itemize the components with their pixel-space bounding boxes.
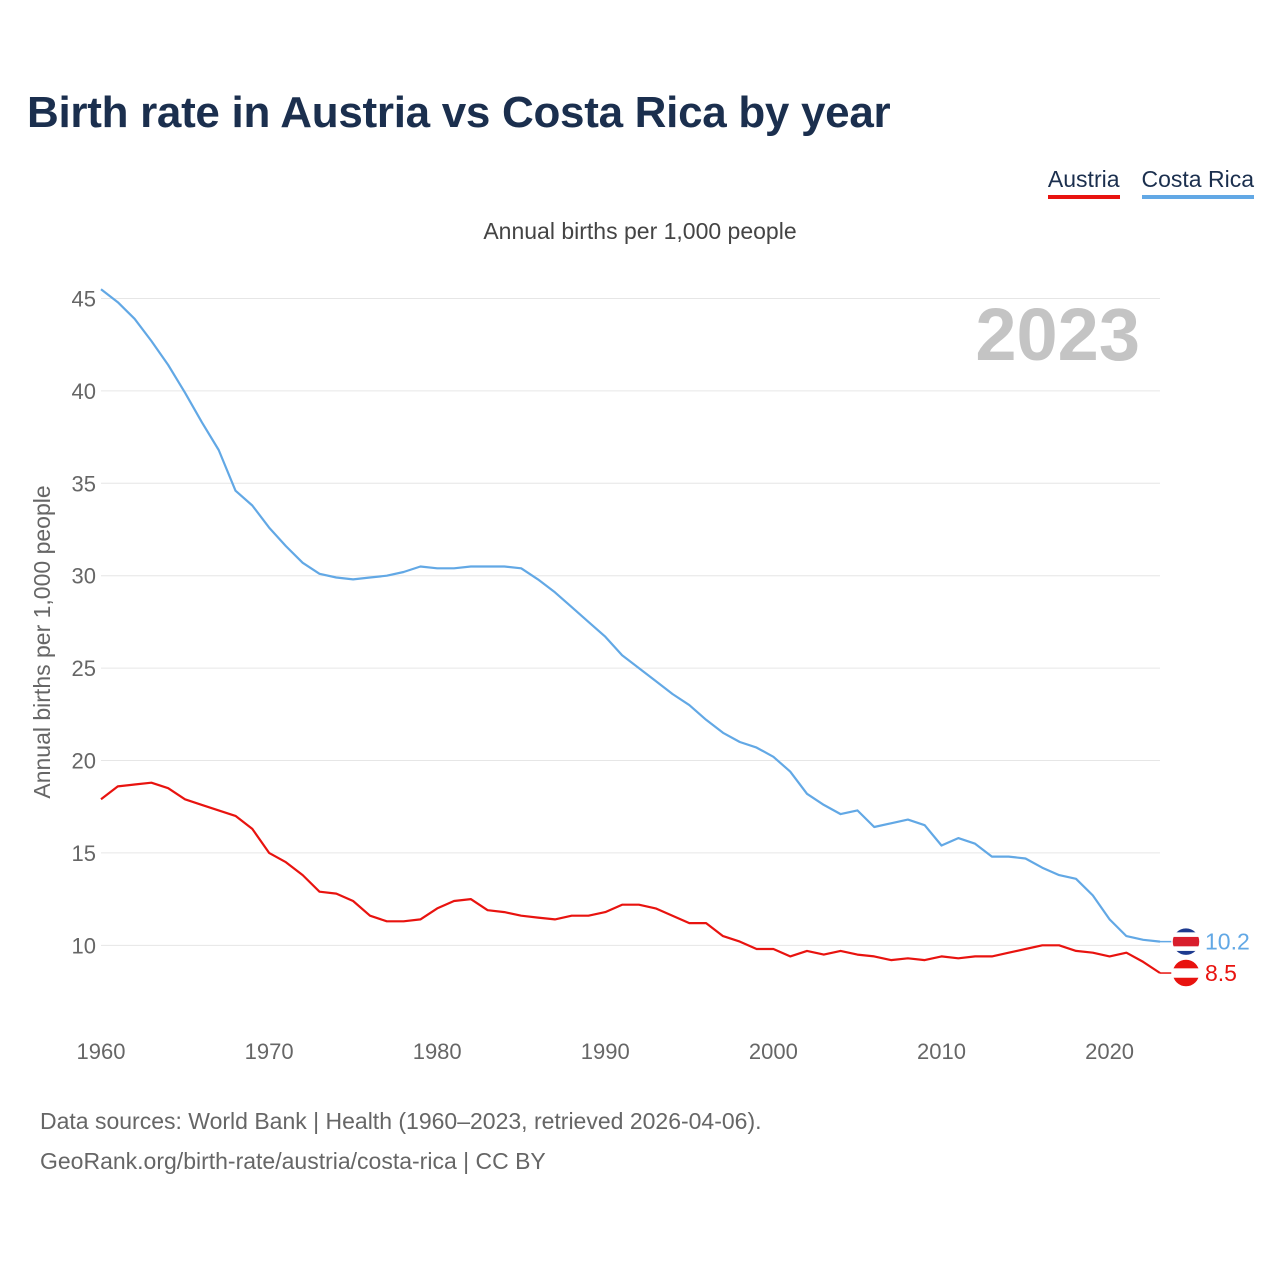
credit-link[interactable]: GeoRank.org/birth-rate/austria/costa-ric… bbox=[40, 1148, 546, 1174]
data-source-note: Data sources: World Bank | Health (1960–… bbox=[40, 1108, 762, 1134]
end-value-label-austria: 8.5 bbox=[1205, 960, 1237, 986]
y-tick-label: 10 bbox=[72, 933, 96, 958]
x-tick-label: 1980 bbox=[413, 1039, 462, 1064]
x-tick-label: 2010 bbox=[917, 1039, 966, 1064]
year-watermark: 2023 bbox=[975, 293, 1140, 376]
flag-austria-icon bbox=[1171, 958, 1201, 988]
x-tick-label: 1990 bbox=[581, 1039, 630, 1064]
y-axis-title: Annual births per 1,000 people bbox=[29, 485, 55, 798]
series-lines bbox=[100, 288, 1161, 974]
y-tick-label: 30 bbox=[72, 564, 96, 589]
y-axis-ticks: 10 15 20 25 30 35 40 45 bbox=[72, 286, 96, 958]
end-value-label-costa-rica: 10.2 bbox=[1205, 929, 1250, 955]
y-tick-label: 15 bbox=[72, 841, 96, 866]
y-tick-label: 25 bbox=[72, 656, 96, 681]
series-end-labels: 8.5 10.2 bbox=[1160, 926, 1250, 988]
x-axis-ticks: 1960 1970 1980 1990 2000 2010 2020 bbox=[77, 1039, 1135, 1064]
line-chart: 2023 10 15 20 25 30 35 40 45 1960 1970 1980 1990 20… bbox=[29, 286, 1250, 1064]
chart-subtitle: Annual births per 1,000 people bbox=[483, 218, 797, 244]
grid-lines bbox=[101, 297, 1160, 946]
page-title: Birth rate in Austria vs Costa Rica by y… bbox=[27, 88, 891, 137]
x-tick-label: 2020 bbox=[1085, 1039, 1134, 1064]
legend: Austria Costa Rica bbox=[1047, 166, 1254, 199]
flag-costa-rica-icon bbox=[1171, 926, 1201, 957]
y-tick-label: 45 bbox=[72, 286, 96, 311]
x-tick-label: 1970 bbox=[245, 1039, 294, 1064]
legend-item-austria[interactable]: Austria bbox=[1047, 166, 1120, 199]
y-tick-label: 20 bbox=[72, 749, 96, 774]
x-tick-label: 2000 bbox=[749, 1039, 798, 1064]
y-tick-label: 35 bbox=[72, 471, 96, 496]
y-tick-label: 40 bbox=[72, 379, 96, 404]
series-line-costa-rica bbox=[100, 288, 1161, 943]
series-line-austria bbox=[100, 781, 1161, 974]
x-tick-label: 1960 bbox=[77, 1039, 126, 1064]
legend-item-costa-rica[interactable]: Costa Rica bbox=[1141, 166, 1254, 199]
